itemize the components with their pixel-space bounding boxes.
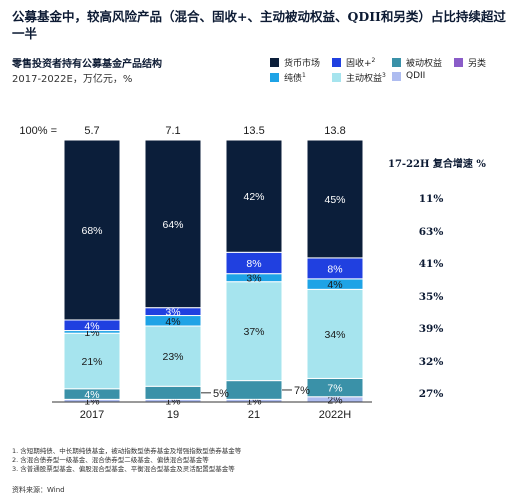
bar-segment xyxy=(225,139,283,253)
data-label: 2% xyxy=(327,394,342,406)
data-label: 68% xyxy=(81,225,102,237)
bar-segment xyxy=(225,380,283,400)
cagr-value: 39% xyxy=(418,323,444,335)
stacked-bar-chart: 1%4%21%1%4%68%5.720171%23%4%3%64%7.1191%… xyxy=(19,125,372,421)
bar-total-label: 7.1 xyxy=(165,125,180,137)
legend-item: 固收+2 xyxy=(332,56,375,69)
footnotes: 1. 含短期纯债、中长期纯债基金，被动指数型债券基金及增强指数型债券基金等 2.… xyxy=(12,447,241,474)
data-label: 34% xyxy=(324,329,345,341)
bar-total-label: 5.7 xyxy=(84,125,99,137)
legend-item: 被动权益 xyxy=(392,56,442,69)
data-label: 4% xyxy=(327,279,342,291)
bar-segment xyxy=(306,288,364,379)
cagr-value: 32% xyxy=(418,355,444,368)
bar-segment xyxy=(63,332,121,390)
bar-segment xyxy=(144,325,202,387)
legend-label: 主动权益3 xyxy=(346,72,386,84)
data-label: 3% xyxy=(165,307,180,319)
x-tick-label: 2022H xyxy=(319,409,351,421)
legend-label: 被动权益 xyxy=(406,59,443,69)
x-tick-label: 19 xyxy=(167,409,179,421)
total-prefix-label: 100% = xyxy=(19,125,57,137)
bar-segment xyxy=(144,139,202,309)
legend-swatch xyxy=(332,73,341,82)
footnote-3: 3. 含普通股票型基金、偏股混合型基金、平衡混合型基金及灵活配置型基金等 xyxy=(12,465,235,473)
legend-swatch xyxy=(270,58,279,67)
cagr-title: 17-22H 复合增速 % xyxy=(388,159,486,170)
data-label: 21% xyxy=(81,356,102,368)
legend-label: 固收+2 xyxy=(346,57,376,69)
data-label: 3% xyxy=(246,273,261,285)
data-label: 64% xyxy=(162,219,183,231)
callout-label: 7% xyxy=(294,385,310,397)
data-label: 4% xyxy=(84,389,99,401)
legend-swatch xyxy=(454,58,463,67)
data-label: 23% xyxy=(162,351,183,363)
data-label: 7% xyxy=(327,383,342,395)
source-note: 资料来源：Wind xyxy=(12,486,65,494)
legend-swatch xyxy=(392,58,401,67)
legend-swatch xyxy=(392,71,401,81)
data-label: 45% xyxy=(324,194,345,206)
legend-swatch xyxy=(270,73,279,82)
cagr-value: 35% xyxy=(418,290,444,303)
legend-swatch xyxy=(332,58,341,67)
data-label: 8% xyxy=(327,263,342,275)
data-label: 4% xyxy=(165,316,180,328)
chart-units: 2017-2022E，万亿元，% xyxy=(12,74,133,85)
legend-label: QDII xyxy=(406,71,426,81)
legend-label: 另类 xyxy=(468,59,487,69)
cagr-value: 27% xyxy=(418,388,444,400)
legend-item: 纯债1 xyxy=(270,71,306,84)
bar-segment xyxy=(63,139,121,321)
cagr-value: 63% xyxy=(418,225,444,238)
legend-item: 主动权益3 xyxy=(332,71,386,84)
footnote-2: 2. 含混合债券型一级基金、混合债券型二级基金、偏债混合型基金等 xyxy=(12,456,209,464)
x-tick-label: 21 xyxy=(248,409,260,421)
cagr-value: 41% xyxy=(418,258,444,270)
data-label: 37% xyxy=(243,326,264,338)
legend-item: 货币市场 xyxy=(270,56,320,69)
footnote-1: 1. 含短期纯债、中长期纯债基金，被动指数型债券基金及增强指数型债券基金等 xyxy=(12,447,242,455)
x-tick-label: 2017 xyxy=(80,409,104,421)
callout-label: 5% xyxy=(213,388,229,400)
bar-segment xyxy=(144,385,202,400)
data-label: 4% xyxy=(84,320,99,332)
legend-item: 另类 xyxy=(454,56,486,69)
cagr-value: 11% xyxy=(418,193,444,205)
bar-total-label: 13.5 xyxy=(243,125,264,137)
legend-label: 货币市场 xyxy=(284,59,321,69)
legend-item: QDII xyxy=(392,71,425,81)
data-label: 42% xyxy=(243,191,264,203)
data-label: 8% xyxy=(246,258,261,270)
bar-total-label: 13.8 xyxy=(324,125,345,137)
page-title: 公募基金中，较高风险产品（混合、固收+、主动被动权益、QDII和另类）占比持续超… xyxy=(12,9,506,41)
bar-segment xyxy=(225,281,283,382)
bar-segment xyxy=(306,139,364,259)
chart-subtitle: 零售投资者持有公募基金产品结构 xyxy=(12,59,162,70)
legend-label: 纯债1 xyxy=(284,72,306,84)
